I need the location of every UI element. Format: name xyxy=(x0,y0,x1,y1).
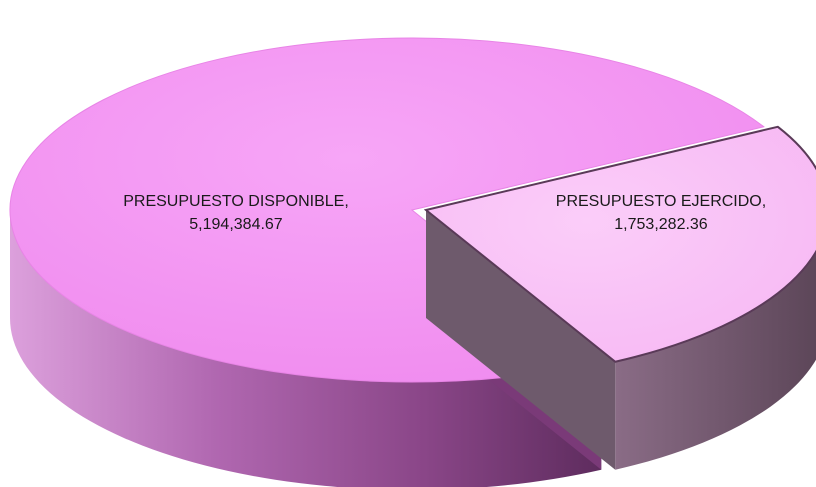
data-label-value: 5,194,384.67 xyxy=(189,216,283,233)
slice-disponible xyxy=(9,37,765,383)
data-label-category: PRESUPUESTO EJERCIDO, xyxy=(556,193,766,210)
slice-side-ejercido xyxy=(615,251,816,470)
slice-wall-ejercido xyxy=(426,210,616,470)
data-label-value: 1,753,282.36 xyxy=(614,216,708,233)
data-label-category: PRESUPUESTO DISPONIBLE, xyxy=(123,193,349,210)
slice-side-disponible xyxy=(10,210,602,487)
slice-ejercido xyxy=(423,125,816,363)
